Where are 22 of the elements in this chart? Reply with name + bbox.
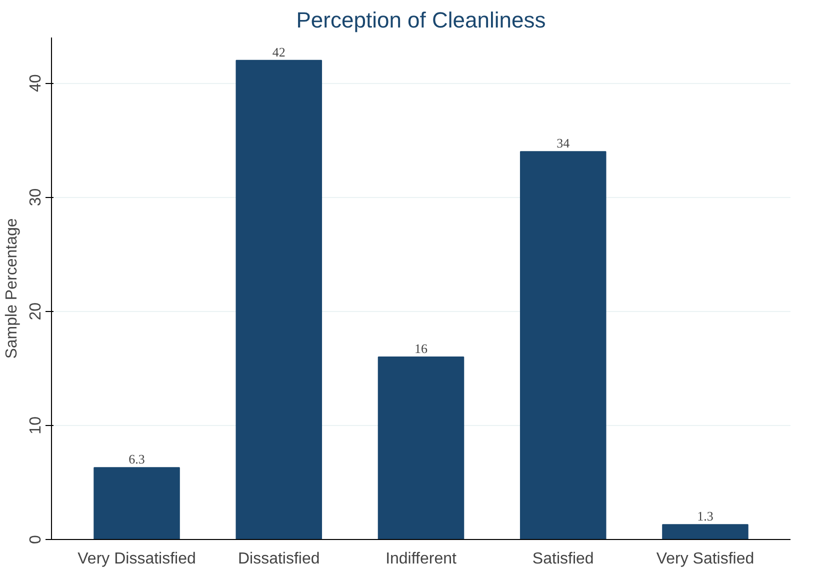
y-tick-label: 30 (28, 188, 44, 206)
bar (520, 151, 606, 540)
bar (94, 467, 180, 540)
bar (378, 356, 464, 540)
y-tick-label: 20 (28, 302, 44, 320)
y-tick-label: 40 (28, 74, 44, 92)
data-label: 6.3 (128, 452, 145, 467)
data-label: 34 (556, 136, 570, 151)
y-tick-label: 10 (28, 416, 44, 434)
x-tick-label: Indifferent (386, 550, 457, 568)
y-axis-title: Sample Percentage (4, 218, 20, 359)
bar (236, 60, 322, 540)
chart-title: Perception of Cleanliness (296, 8, 546, 32)
y-tick-label: 0 (28, 534, 44, 544)
data-label: 1.3 (697, 508, 714, 524)
data-label: 42 (272, 44, 286, 60)
bar (662, 524, 748, 540)
x-tick-label: Satisfied (532, 550, 594, 568)
x-tick-label: Dissatisfied (238, 550, 320, 568)
x-tick-label: Very Satisfied (656, 550, 754, 568)
x-tick-label: Very Dissatisfied (78, 550, 196, 568)
data-label: 16 (414, 340, 428, 356)
